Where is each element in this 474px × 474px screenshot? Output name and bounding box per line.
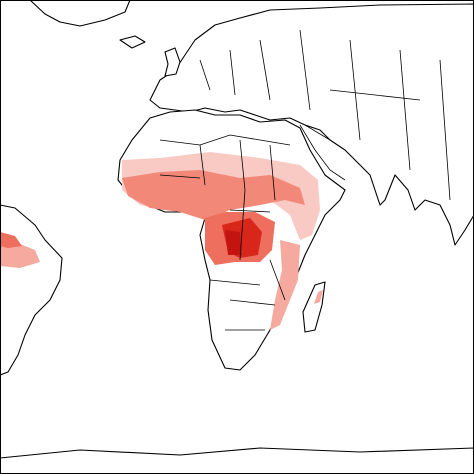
africa-borders [159, 134, 291, 331]
eurasia-borders [199, 29, 451, 201]
great-britain [164, 47, 181, 77]
eurasia [149, 3, 474, 246]
south-america-medium [0, 232, 22, 248]
arabia-border [299, 124, 346, 181]
madagascar-light [314, 290, 323, 304]
antarctica [0, 447, 474, 474]
west-africa-medium [122, 170, 305, 220]
iceland [119, 35, 146, 49]
east-africa-light [270, 240, 300, 330]
greenland [29, 0, 131, 27]
gabon-dark [225, 230, 242, 255]
